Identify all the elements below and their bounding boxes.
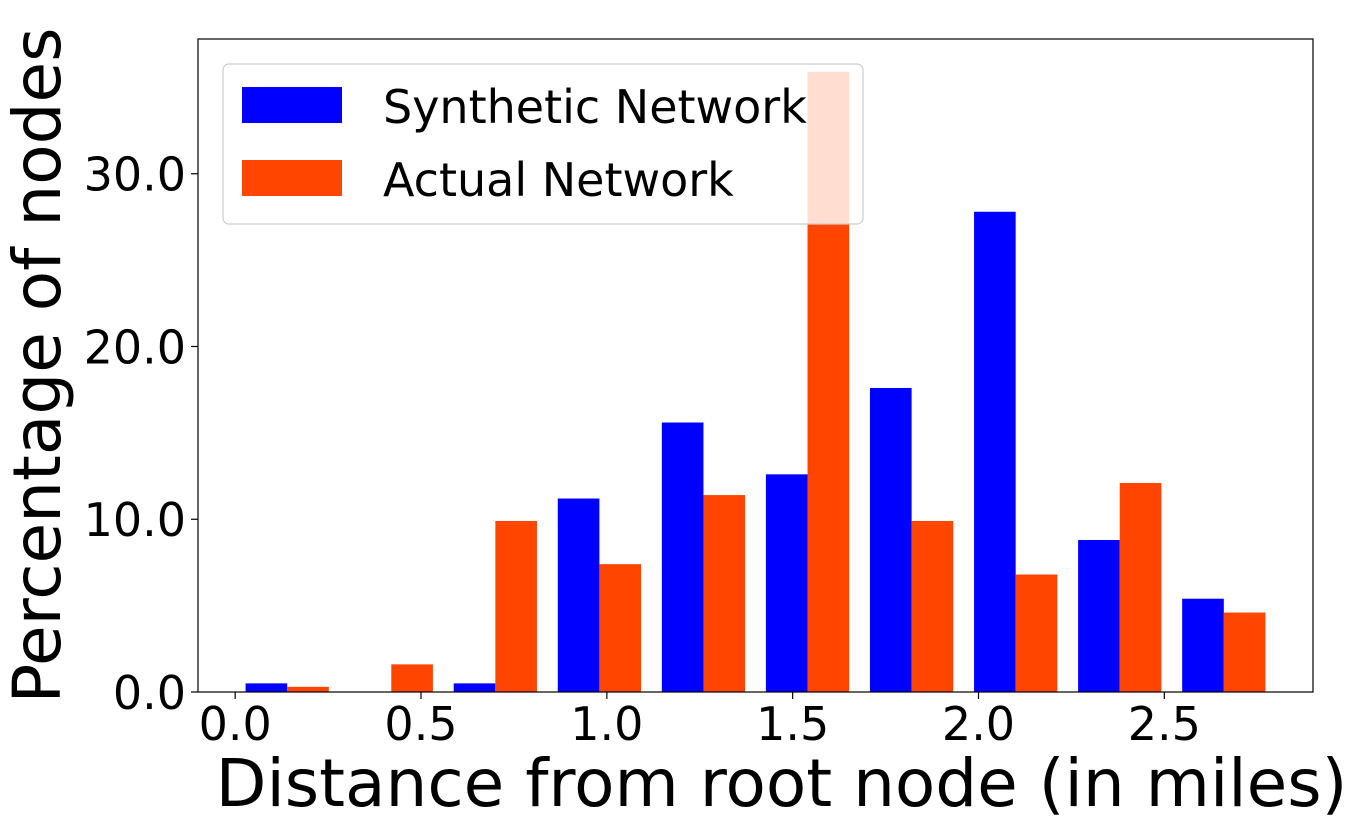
y-tick-label: 0.0	[113, 666, 186, 720]
bar-synthetic-8	[1078, 539, 1120, 692]
bar-actual-3	[599, 564, 642, 692]
y-tick-label: 20.0	[84, 320, 186, 374]
bar-synthetic-9	[1182, 598, 1224, 692]
bar-synthetic-5	[765, 474, 808, 692]
bar-synthetic-4	[661, 422, 704, 692]
legend-label-synthetic: Synthetic Network	[383, 80, 807, 134]
bar-actual-6	[911, 520, 954, 692]
bar-synthetic-7	[974, 211, 1016, 692]
x-tick-label: 2.5	[1128, 697, 1201, 751]
y-axis-title: Percentage of nodes	[0, 28, 76, 704]
plot-frame	[197, 38, 1314, 693]
bar-synthetic-2	[453, 683, 496, 692]
legend-box	[222, 63, 864, 225]
bar-synthetic-0	[245, 683, 288, 692]
x-axis: 0.0 0.5 1.0 1.5 2.0 2.5	[199, 692, 1201, 751]
bar-actual-8	[1119, 482, 1162, 692]
bar-actual-1	[391, 664, 433, 692]
bar-actual-2	[495, 520, 537, 692]
bar-synthetic-6	[869, 387, 912, 692]
legend-swatch-actual	[242, 160, 342, 196]
x-axis-title: Distance from root node (in miles)	[216, 745, 1348, 822]
bar-actual-4	[703, 495, 746, 692]
legend-label-actual: Actual Network	[383, 153, 734, 207]
y-tick-label: 30.0	[84, 148, 186, 202]
bar-actual-7	[1015, 574, 1058, 692]
bar-synthetic-3	[557, 498, 600, 692]
x-tick-label: 0.5	[384, 697, 457, 751]
x-tick-label: 2.0	[942, 697, 1015, 751]
x-tick-label: 1.5	[756, 697, 829, 751]
y-tick-label: 10.0	[84, 493, 186, 547]
y-axis: 0.0 10.0 20.0 30.0	[84, 148, 198, 720]
bar-actual-9	[1223, 612, 1266, 692]
legend: Synthetic Network Actual Network	[222, 63, 864, 225]
bar-actual-0	[287, 686, 329, 692]
x-tick-label: 1.0	[570, 697, 643, 751]
bars-layer	[245, 71, 1266, 692]
x-tick-label: 0.0	[199, 697, 272, 751]
legend-swatch-synthetic	[242, 87, 342, 123]
